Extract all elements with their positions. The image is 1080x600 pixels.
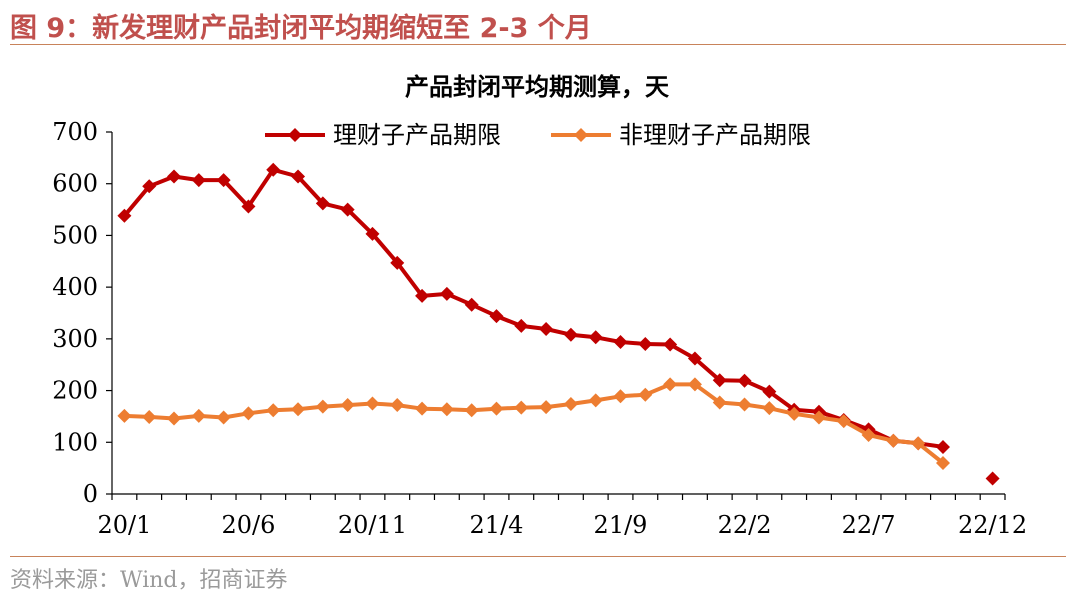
data-point (315, 196, 330, 211)
data-point (663, 337, 678, 352)
y-tick-label: 600 (52, 170, 98, 198)
x-tick-label: 22/2 (718, 511, 772, 539)
data-point (563, 327, 578, 342)
data-point (415, 401, 430, 416)
data-point (167, 169, 182, 184)
data-point (489, 401, 504, 416)
legend-label: 非理财子产品期限 (619, 121, 811, 149)
data-point (365, 226, 380, 241)
series-line (122, 167, 944, 449)
data-point (216, 410, 231, 425)
line-chart: 产品封闭平均期测算，天 理财子产品期限 非理财子产品期限 0 100 200 300 40… (52, 72, 1027, 539)
x-tick-label: 20/11 (338, 511, 407, 539)
data-point (117, 408, 132, 423)
data-point (439, 286, 454, 301)
data-point (687, 377, 702, 392)
source-note: 资料来源：Wind，招商证券 (10, 568, 288, 593)
legend: 理财子产品期限 非理财子产品期限 (265, 121, 811, 149)
data-point (613, 334, 628, 349)
data-point (737, 397, 752, 412)
data-point (142, 179, 157, 194)
series-2 (117, 377, 950, 470)
data-point (390, 255, 405, 270)
data-point (266, 403, 281, 418)
legend-marker (288, 128, 302, 142)
x-tick-label: 22/7 (842, 511, 896, 539)
data-point (811, 410, 826, 425)
y-tick-label: 400 (52, 273, 98, 301)
y-tick-label: 300 (52, 325, 98, 353)
data-point (291, 402, 306, 417)
x-tick-label: 20/6 (221, 511, 275, 539)
data-point (142, 409, 157, 424)
data-point (191, 173, 206, 188)
data-point (588, 393, 603, 408)
data-point (663, 377, 678, 392)
data-point (241, 199, 256, 214)
data-point (266, 162, 281, 177)
data-point (762, 384, 777, 399)
data-point (489, 309, 504, 324)
data-point (390, 398, 405, 413)
data-point (291, 169, 306, 184)
data-point (762, 401, 777, 416)
data-point (365, 396, 380, 411)
legend-marker (574, 128, 588, 142)
data-point (935, 455, 950, 470)
data-point (514, 400, 529, 415)
legend-label: 理财子产品期限 (333, 121, 501, 149)
y-tick-label: 100 (52, 428, 98, 456)
data-point (613, 389, 628, 404)
series-line (124, 382, 945, 465)
data-point (737, 373, 752, 388)
source-divider (10, 556, 1066, 557)
data-point (886, 433, 901, 448)
data-point (216, 173, 231, 188)
y-tick-label: 200 (52, 377, 98, 405)
data-point (464, 403, 479, 418)
data-point (315, 399, 330, 414)
data-point (638, 337, 653, 352)
x-tick-label: 21/9 (594, 511, 648, 539)
figure-title: 图 9：新发理财产品封闭平均期缩短至 2-3 个月 (10, 13, 592, 44)
axes: 0 100 200 300 400 500 600 700 20/1 20/6 20/11 21/4 2… (52, 118, 1027, 539)
x-tick-label: 21/4 (470, 511, 524, 539)
x-tick-label: 22/12 (958, 511, 1027, 539)
legend-item-1: 理财子产品期限 (265, 121, 501, 149)
data-point (340, 202, 355, 217)
data-point (191, 408, 206, 423)
data-point (935, 439, 950, 454)
legend-item-2: 非理财子产品期限 (551, 121, 811, 149)
y-tick-label: 500 (52, 221, 98, 249)
data-point (514, 318, 529, 333)
x-tick-label: 20/1 (97, 511, 151, 539)
chart-title: 产品封闭平均期测算，天 (405, 72, 669, 101)
data-point (787, 406, 802, 421)
data-point (464, 297, 479, 312)
y-tick-label: 700 (52, 118, 98, 146)
data-point (539, 322, 554, 337)
data-point (563, 397, 578, 412)
data-point (712, 373, 727, 388)
plot-area (117, 162, 1000, 486)
data-point (588, 330, 603, 345)
data-point (167, 411, 182, 426)
data-point (415, 288, 430, 303)
data-point (241, 406, 256, 421)
data-point (539, 400, 554, 415)
data-point (911, 436, 926, 451)
data-point (117, 208, 132, 223)
data-point (439, 402, 454, 417)
data-point (836, 414, 851, 429)
y-tick-label: 0 (83, 480, 98, 508)
data-point (985, 471, 1000, 486)
data-point (687, 351, 702, 366)
data-point (861, 428, 876, 443)
data-point (712, 395, 727, 410)
data-point (638, 387, 653, 402)
data-point (340, 398, 355, 413)
title-divider (10, 44, 1066, 45)
